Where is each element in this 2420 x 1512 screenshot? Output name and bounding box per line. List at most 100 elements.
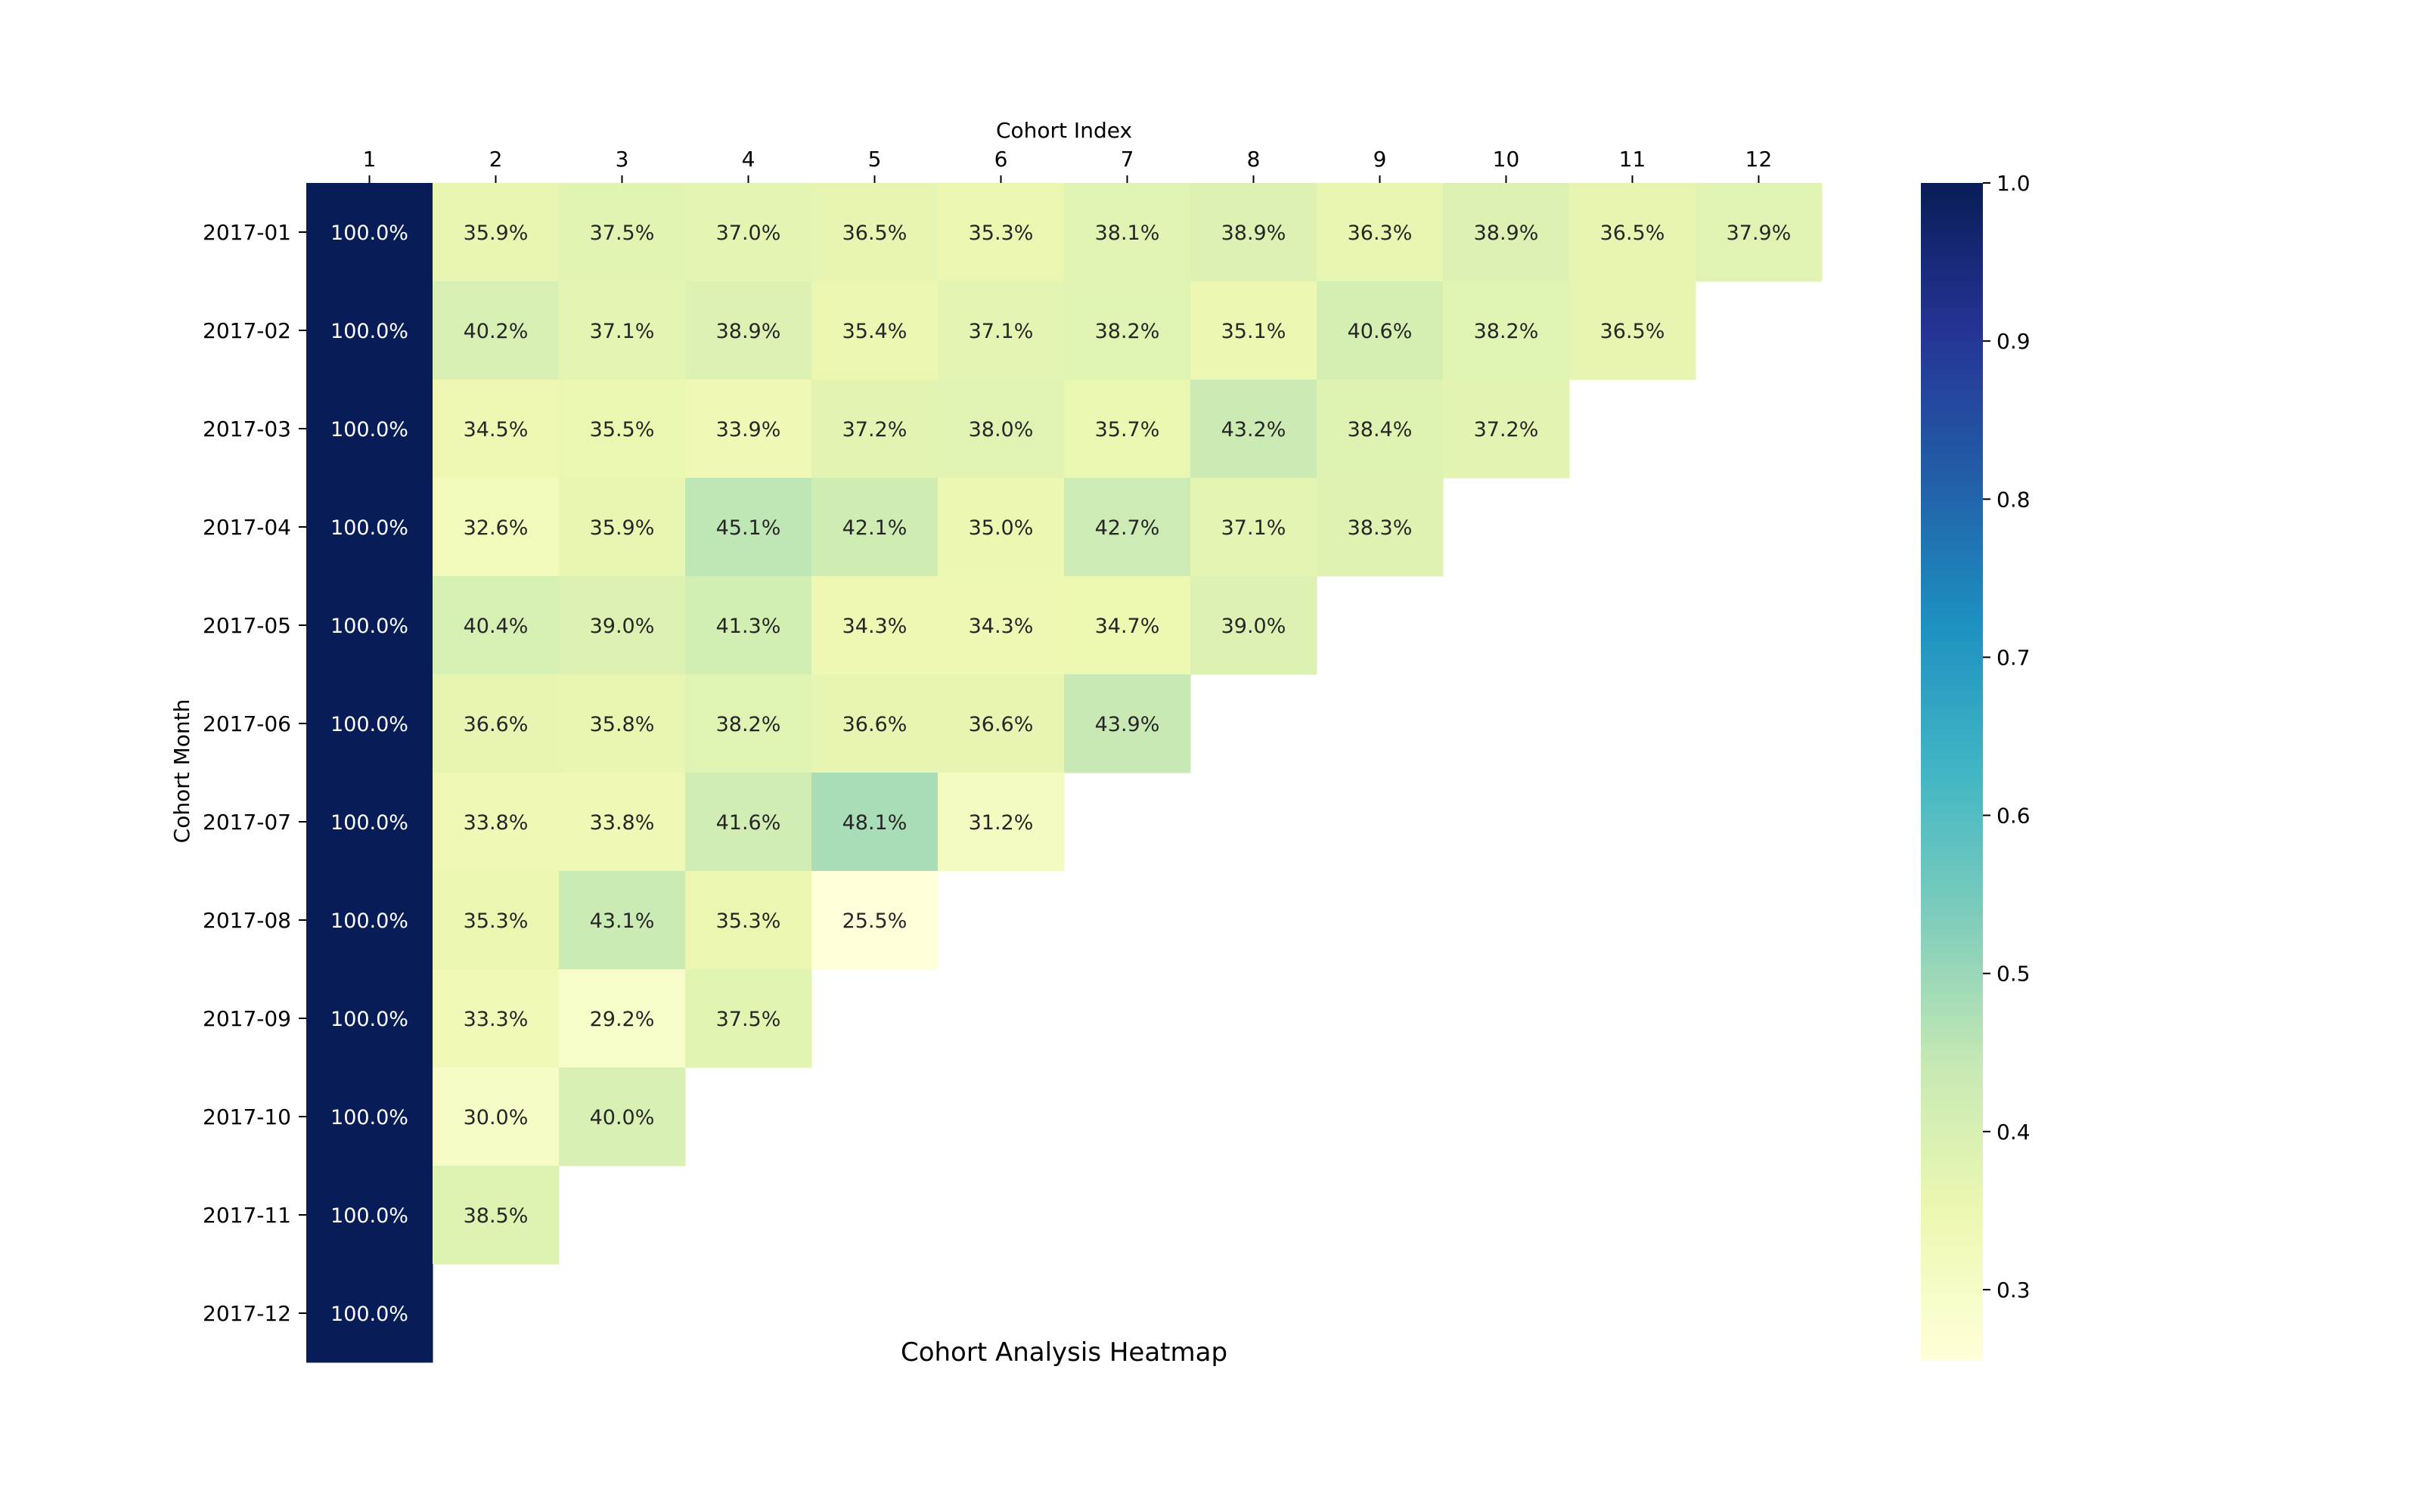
heatmap-cell [1569, 183, 1696, 282]
heatmap-cell [559, 576, 686, 675]
cell-annotation: 37.1% [1221, 516, 1286, 540]
cell-annotation: 38.9% [716, 320, 781, 343]
x-tick-label: 10 [1493, 147, 1520, 172]
heatmap-cell [685, 478, 812, 577]
heatmap-cell [433, 183, 560, 282]
cell-annotation: 45.1% [716, 516, 781, 540]
heatmap-cell [1190, 183, 1317, 282]
colorbar-tick-label: 0.6 [1996, 804, 2031, 829]
heatmap-cell [1443, 183, 1570, 282]
heatmap-cell [938, 576, 1065, 675]
x-tick-label: 5 [868, 147, 882, 172]
cell-annotation: 37.5% [590, 222, 655, 245]
cell-annotation: 31.2% [969, 811, 1034, 835]
heatmap-cell [1064, 576, 1191, 675]
cell-annotation: 35.8% [590, 713, 655, 736]
heatmap-cell [811, 478, 939, 577]
heatmap-cell [811, 674, 939, 773]
x-tick-label: 2 [489, 147, 503, 172]
heatmap-cell [306, 674, 433, 773]
cell-annotation: 38.1% [1095, 222, 1160, 245]
cell-annotation: 40.4% [464, 615, 529, 638]
heatmap-cell [685, 576, 812, 675]
cell-annotation: 35.3% [464, 909, 529, 933]
cell-annotation: 100.0% [330, 713, 408, 736]
heatmap-cell [306, 183, 433, 282]
cell-annotation: 38.9% [1221, 222, 1286, 245]
cell-annotation: 100.0% [330, 909, 408, 933]
cell-annotation: 38.3% [1348, 516, 1413, 540]
cell-annotation: 100.0% [330, 222, 408, 245]
heatmap-cell [433, 871, 560, 970]
y-tick-label: 2017-11 [203, 1203, 291, 1228]
heatmap-cell [1190, 380, 1317, 479]
heatmap-cell [1443, 380, 1570, 479]
cell-annotation: 30.0% [464, 1106, 529, 1129]
heatmap-cell [685, 183, 812, 282]
cell-annotation: 40.2% [464, 320, 529, 343]
heatmap-cell [811, 183, 939, 282]
y-tick-label: 2017-03 [203, 417, 291, 442]
cell-annotation: 41.3% [716, 615, 781, 638]
cell-annotation: 36.5% [842, 222, 908, 245]
cell-annotation: 38.2% [716, 713, 781, 736]
heatmap-cell [559, 871, 686, 970]
x-tick-label: 11 [1619, 147, 1646, 172]
heatmap-cell [433, 576, 560, 675]
heatmap-cell [1064, 281, 1191, 380]
cell-annotation: 35.5% [590, 418, 655, 442]
x-tick-label: 8 [1247, 147, 1261, 172]
y-tick-label: 2017-02 [203, 318, 291, 343]
heatmap-cell [1317, 183, 1444, 282]
y-axis: 2017-01 2017-02 2017-03 2017-04 2017-05 2017-… [203, 220, 306, 1326]
heatmap-cell [559, 773, 686, 872]
heatmap-cell [306, 1067, 433, 1167]
cell-annotation: 35.9% [464, 222, 529, 245]
colorbar-tick-label: 0.7 [1996, 645, 2031, 670]
x-tick-label: 7 [1121, 147, 1134, 172]
cell-annotation: 36.3% [1348, 222, 1413, 245]
heatmap-cell [1317, 281, 1444, 380]
cell-annotation: 33.9% [716, 418, 781, 442]
heatmap-cell [938, 773, 1065, 872]
cell-annotation: 38.5% [464, 1204, 529, 1228]
heatmap-cell [306, 773, 433, 872]
x-tick-label: 9 [1373, 147, 1387, 172]
heatmap-cell [685, 674, 812, 773]
cell-annotation: 38.0% [969, 418, 1034, 442]
heatmap-cell [938, 478, 1065, 577]
heatmap-cell [306, 969, 433, 1068]
heatmap-cell [559, 674, 686, 773]
cell-annotation: 36.6% [969, 713, 1034, 736]
heatmap-cell [1317, 380, 1444, 479]
heatmap-cell [1569, 281, 1696, 380]
colorbar-tick-label: 0.8 [1996, 487, 2031, 512]
y-tick-label: 2017-06 [203, 711, 291, 736]
x-axis-label: Cohort Index [996, 118, 1132, 143]
heatmap-cell [1064, 183, 1191, 282]
cell-annotation: 40.0% [590, 1106, 655, 1129]
chart-title: Cohort Analysis Heatmap [901, 1337, 1227, 1368]
cell-annotation: 36.6% [464, 713, 529, 736]
colorbar-tick-label: 0.9 [1996, 329, 2031, 354]
x-tick-label: 1 [363, 147, 377, 172]
cell-annotation: 36.6% [842, 713, 908, 736]
heatmap-cell [685, 281, 812, 380]
y-tick-label: 2017-01 [203, 220, 291, 245]
colorbar-tick-label: 0.3 [1996, 1278, 2031, 1303]
cell-annotation: 38.9% [1474, 222, 1539, 245]
y-tick-label: 2017-05 [203, 613, 291, 638]
heatmap-cell [685, 871, 812, 970]
heatmap-cell [306, 281, 433, 380]
heatmap-cell [559, 1067, 686, 1167]
heatmap-cells [306, 183, 1823, 1363]
cell-annotation: 39.0% [1221, 615, 1286, 638]
heatmap-cell [685, 380, 812, 479]
heatmap-cell [1696, 183, 1823, 282]
cell-annotation: 43.2% [1221, 418, 1286, 442]
heatmap-cell [559, 969, 686, 1068]
y-tick-label: 2017-09 [203, 1006, 291, 1031]
heatmap-cell [433, 478, 560, 577]
heatmap-cell [811, 380, 939, 479]
